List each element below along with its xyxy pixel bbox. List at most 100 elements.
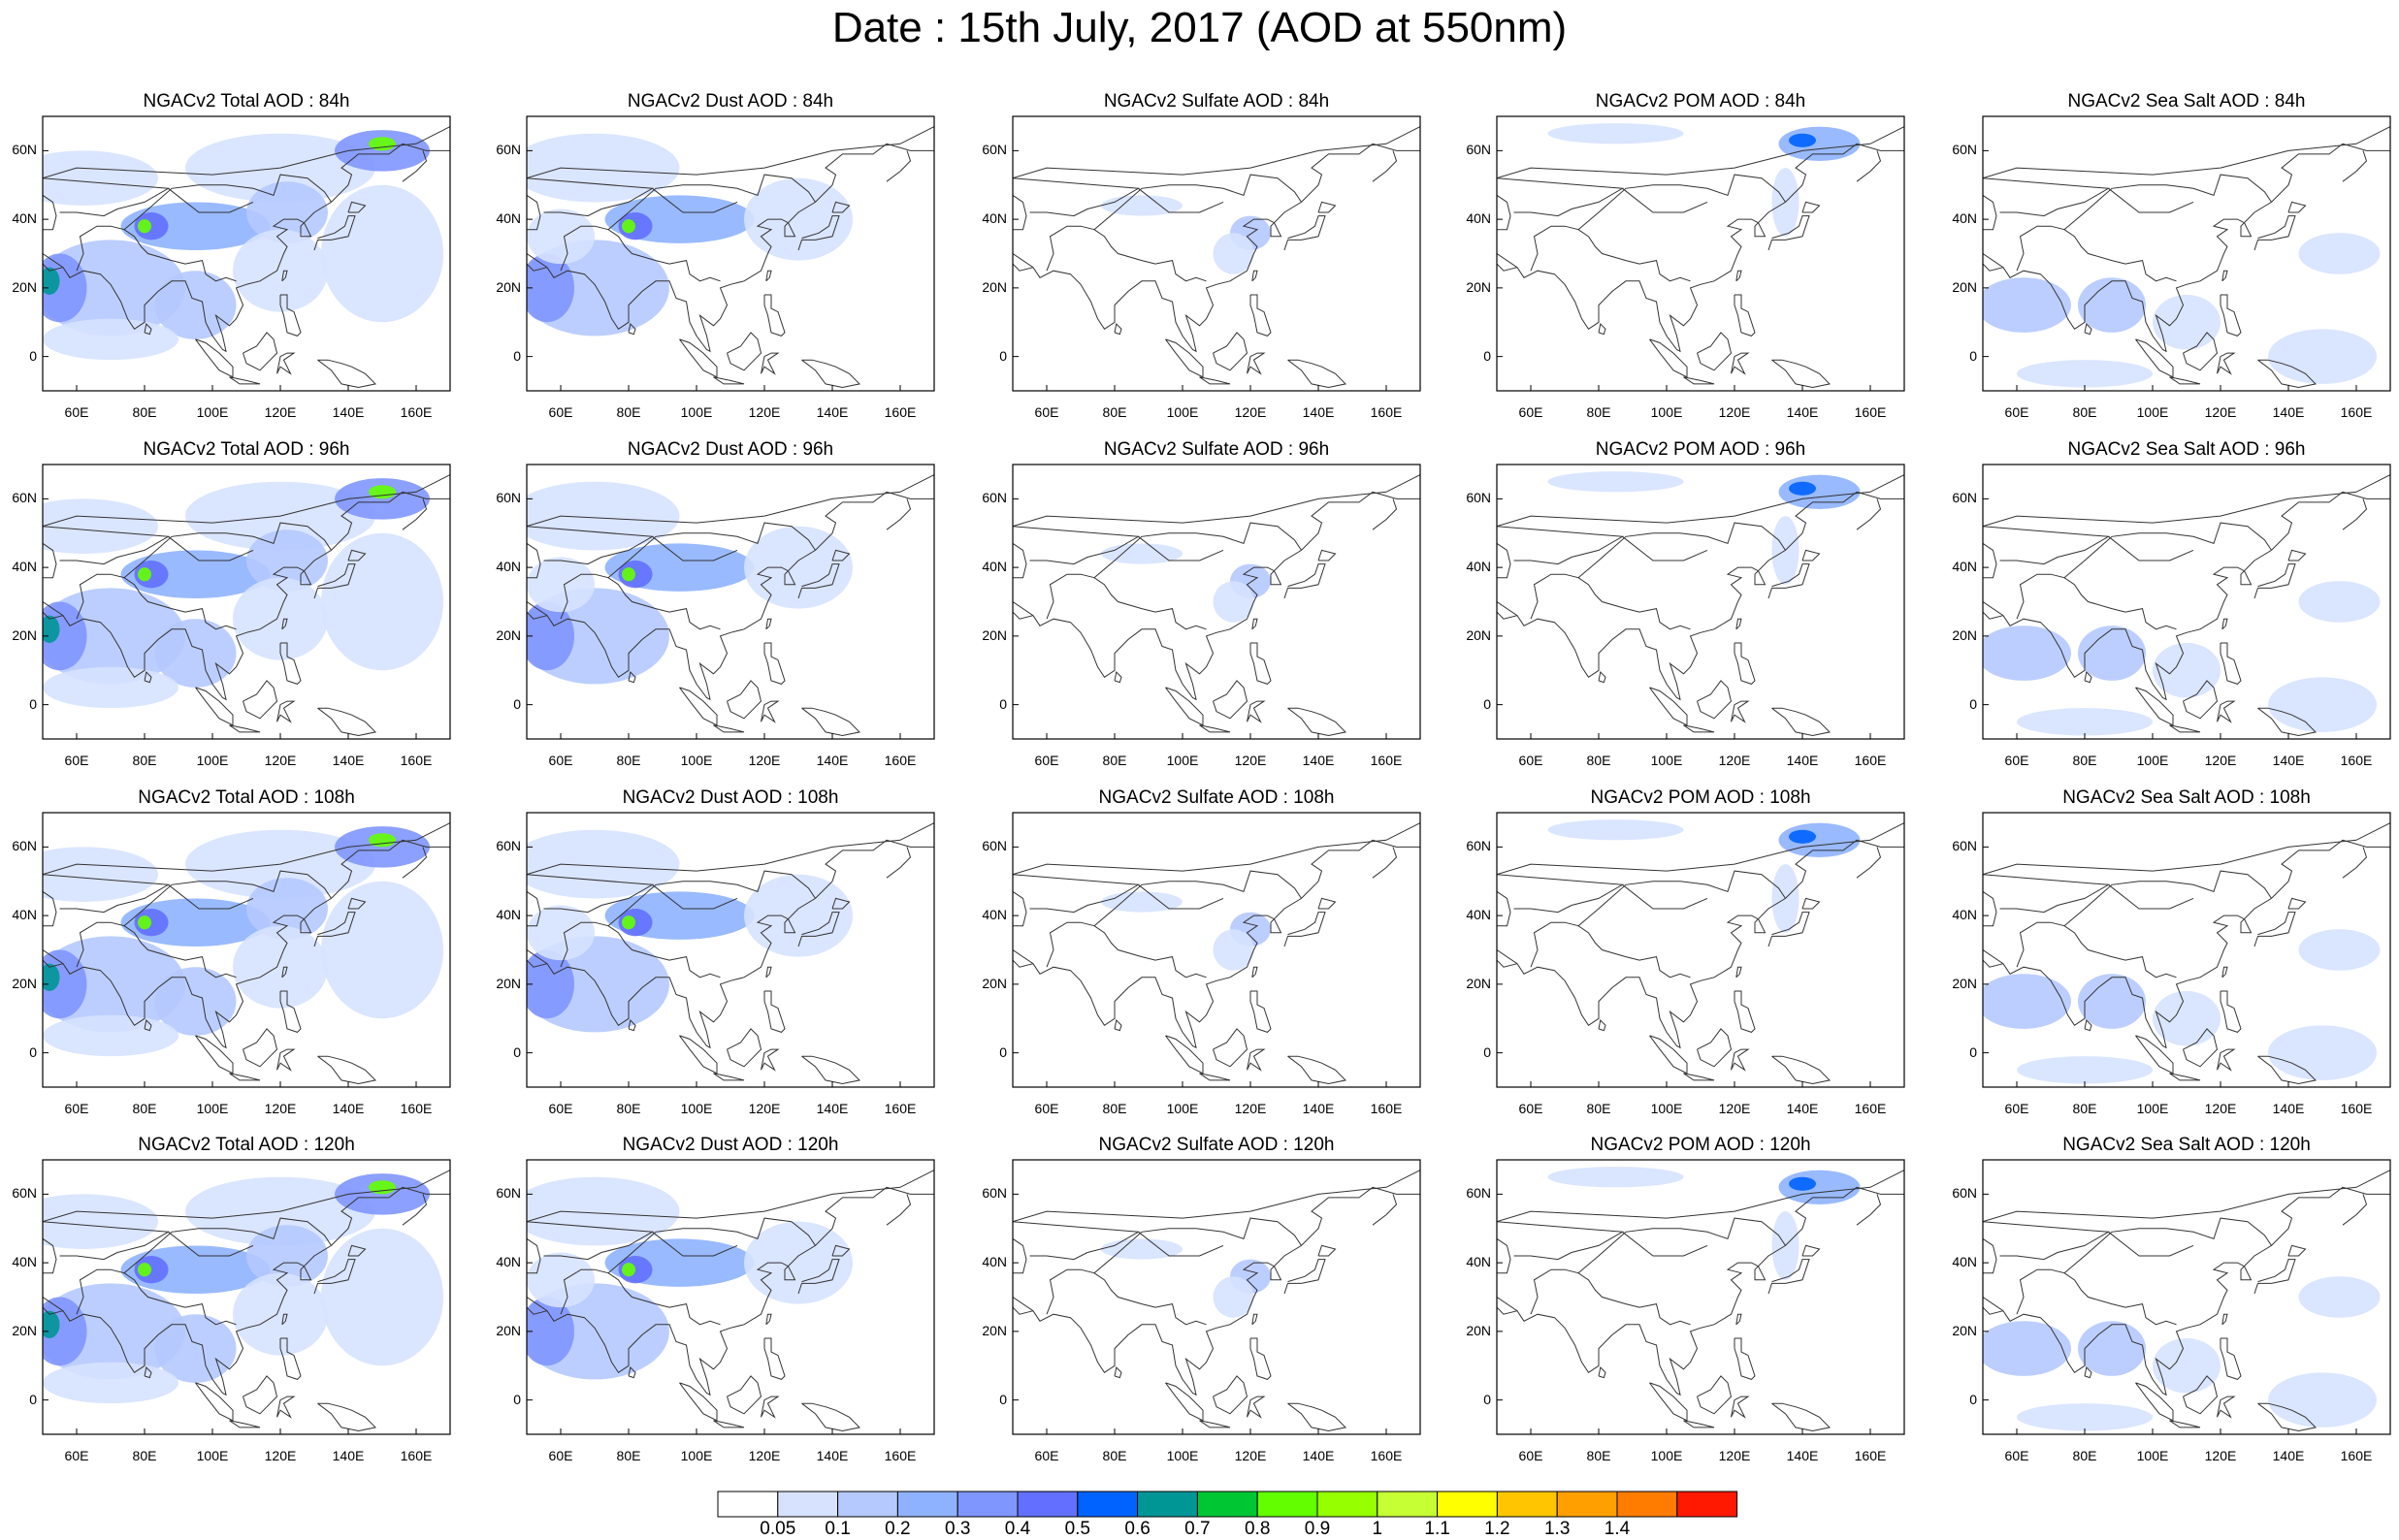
x-tick-label: 120E [2204, 404, 2237, 420]
coastline [1983, 143, 2390, 353]
coastline [1372, 498, 1398, 530]
map-frame [526, 812, 935, 1088]
coastline [281, 270, 288, 282]
coastline [1983, 1297, 2004, 1315]
x-tick-label: 120E [748, 404, 781, 420]
coastline [1983, 890, 1997, 927]
coastline [831, 549, 851, 561]
coastline [2342, 498, 2368, 530]
aod-field [335, 1173, 430, 1215]
aod-field [335, 130, 430, 172]
coastline [313, 215, 356, 251]
coastline [2063, 870, 2272, 927]
map-plot [1982, 464, 2391, 740]
coastline [727, 332, 762, 371]
coastline [797, 912, 840, 947]
map-panel: NGACv2 POM AOD : 108h 60N 40N 20N 0 60E 80E 100… [1466, 787, 1905, 1116]
aod-field [321, 881, 443, 1019]
x-tick-label: 120E [2204, 1101, 2237, 1116]
coastline [43, 1297, 64, 1315]
coastline [1093, 522, 1302, 579]
aod-field [369, 833, 396, 848]
panel-title: NGACv2 POM AOD : 84h [1595, 91, 1806, 112]
coastline [1983, 253, 2004, 272]
y-tick-label: 20N [12, 626, 37, 643]
coastline [527, 839, 934, 1049]
aod-field [2153, 294, 2221, 350]
y-tick-label: 0 [513, 1391, 521, 1407]
map-frame [1012, 115, 1421, 392]
coastline [2287, 1244, 2307, 1257]
y-tick-label: 0 [513, 1043, 521, 1060]
x-tick-label: 80E [616, 404, 641, 420]
x-tick-label: 120E [1234, 404, 1267, 420]
x-tick-label: 100E [196, 753, 229, 768]
aod-field [43, 1014, 178, 1057]
map-frame [526, 1159, 935, 1435]
aod-field [43, 318, 178, 361]
y-tick-label: 60N [1466, 490, 1491, 506]
y-tick-label: 60N [1952, 490, 1977, 506]
aod-field [527, 949, 574, 1019]
coastline [801, 707, 861, 737]
y-tick-label: 40N [12, 210, 37, 227]
coastline [527, 143, 934, 353]
x-tick-label: 140E [1786, 753, 1819, 768]
coastline [527, 874, 655, 914]
y-tick-label: 0 [1969, 695, 1977, 712]
x-tick-label: 140E [816, 404, 849, 420]
y-tick-label: 60N [12, 838, 37, 854]
aod-field [138, 219, 151, 234]
coastline [2063, 1217, 2272, 1274]
coastline [2108, 883, 2194, 910]
coastline [43, 839, 450, 1049]
map-panel: NGACv2 Total AOD : 84h 60N 40N 20N 0 60E 80E 10… [12, 91, 451, 420]
coastline [1497, 601, 1518, 620]
coastline [2169, 724, 2201, 733]
aod-field [1983, 626, 2071, 681]
x-tick-label: 160E [1854, 753, 1887, 768]
coastline [1249, 990, 1272, 1033]
coastline [1983, 474, 2390, 528]
coastline [1577, 522, 1786, 579]
coastline [801, 359, 861, 389]
map-panel: NGACv2 POM AOD : 120h 60N 40N 20N 0 60E 80E 100… [1466, 1135, 1905, 1463]
aod-field [527, 905, 595, 961]
coastline [1697, 332, 1733, 371]
x-tick-label: 140E [2272, 404, 2305, 420]
x-tick-label: 60E [1518, 404, 1543, 420]
map-frame [1496, 115, 1905, 392]
y-tick-label: 40N [496, 559, 521, 575]
x-tick-label: 80E [2072, 753, 2097, 768]
map-frame [1982, 464, 2391, 740]
aod-field [138, 915, 151, 930]
coastline [1577, 174, 1786, 231]
coastline [1199, 376, 1231, 385]
map-plot [1012, 115, 1421, 392]
coastline [1317, 201, 1337, 213]
coastline [527, 890, 541, 927]
x-tick-label: 160E [1854, 1101, 1887, 1116]
aod-field [527, 1297, 574, 1366]
x-tick-label: 160E [2340, 1448, 2373, 1463]
coastline [763, 294, 786, 337]
colorbar-label: 1.2 [1484, 1519, 1510, 1539]
coastline [2257, 707, 2318, 737]
coastline [1622, 1231, 1708, 1257]
coastline [1013, 542, 1027, 579]
coastline [2108, 187, 2194, 213]
coastline [1249, 1337, 1272, 1380]
coastline [2253, 563, 2296, 599]
coastline [195, 338, 234, 378]
coastline [1372, 847, 1398, 879]
coastline [313, 563, 356, 599]
x-tick-label: 120E [1718, 753, 1751, 768]
coastline [1731, 700, 1750, 723]
colorbar-label: 0.2 [885, 1519, 911, 1539]
aod-field [622, 567, 635, 582]
map-panel: NGACv2 Dust AOD : 108h 60N 40N 20N 0 60E 80E 10… [496, 787, 935, 1116]
coastline [1199, 1420, 1231, 1428]
coastline [713, 1073, 745, 1081]
x-tick-label: 80E [1586, 1448, 1611, 1463]
x-tick-label: 60E [1034, 753, 1059, 768]
